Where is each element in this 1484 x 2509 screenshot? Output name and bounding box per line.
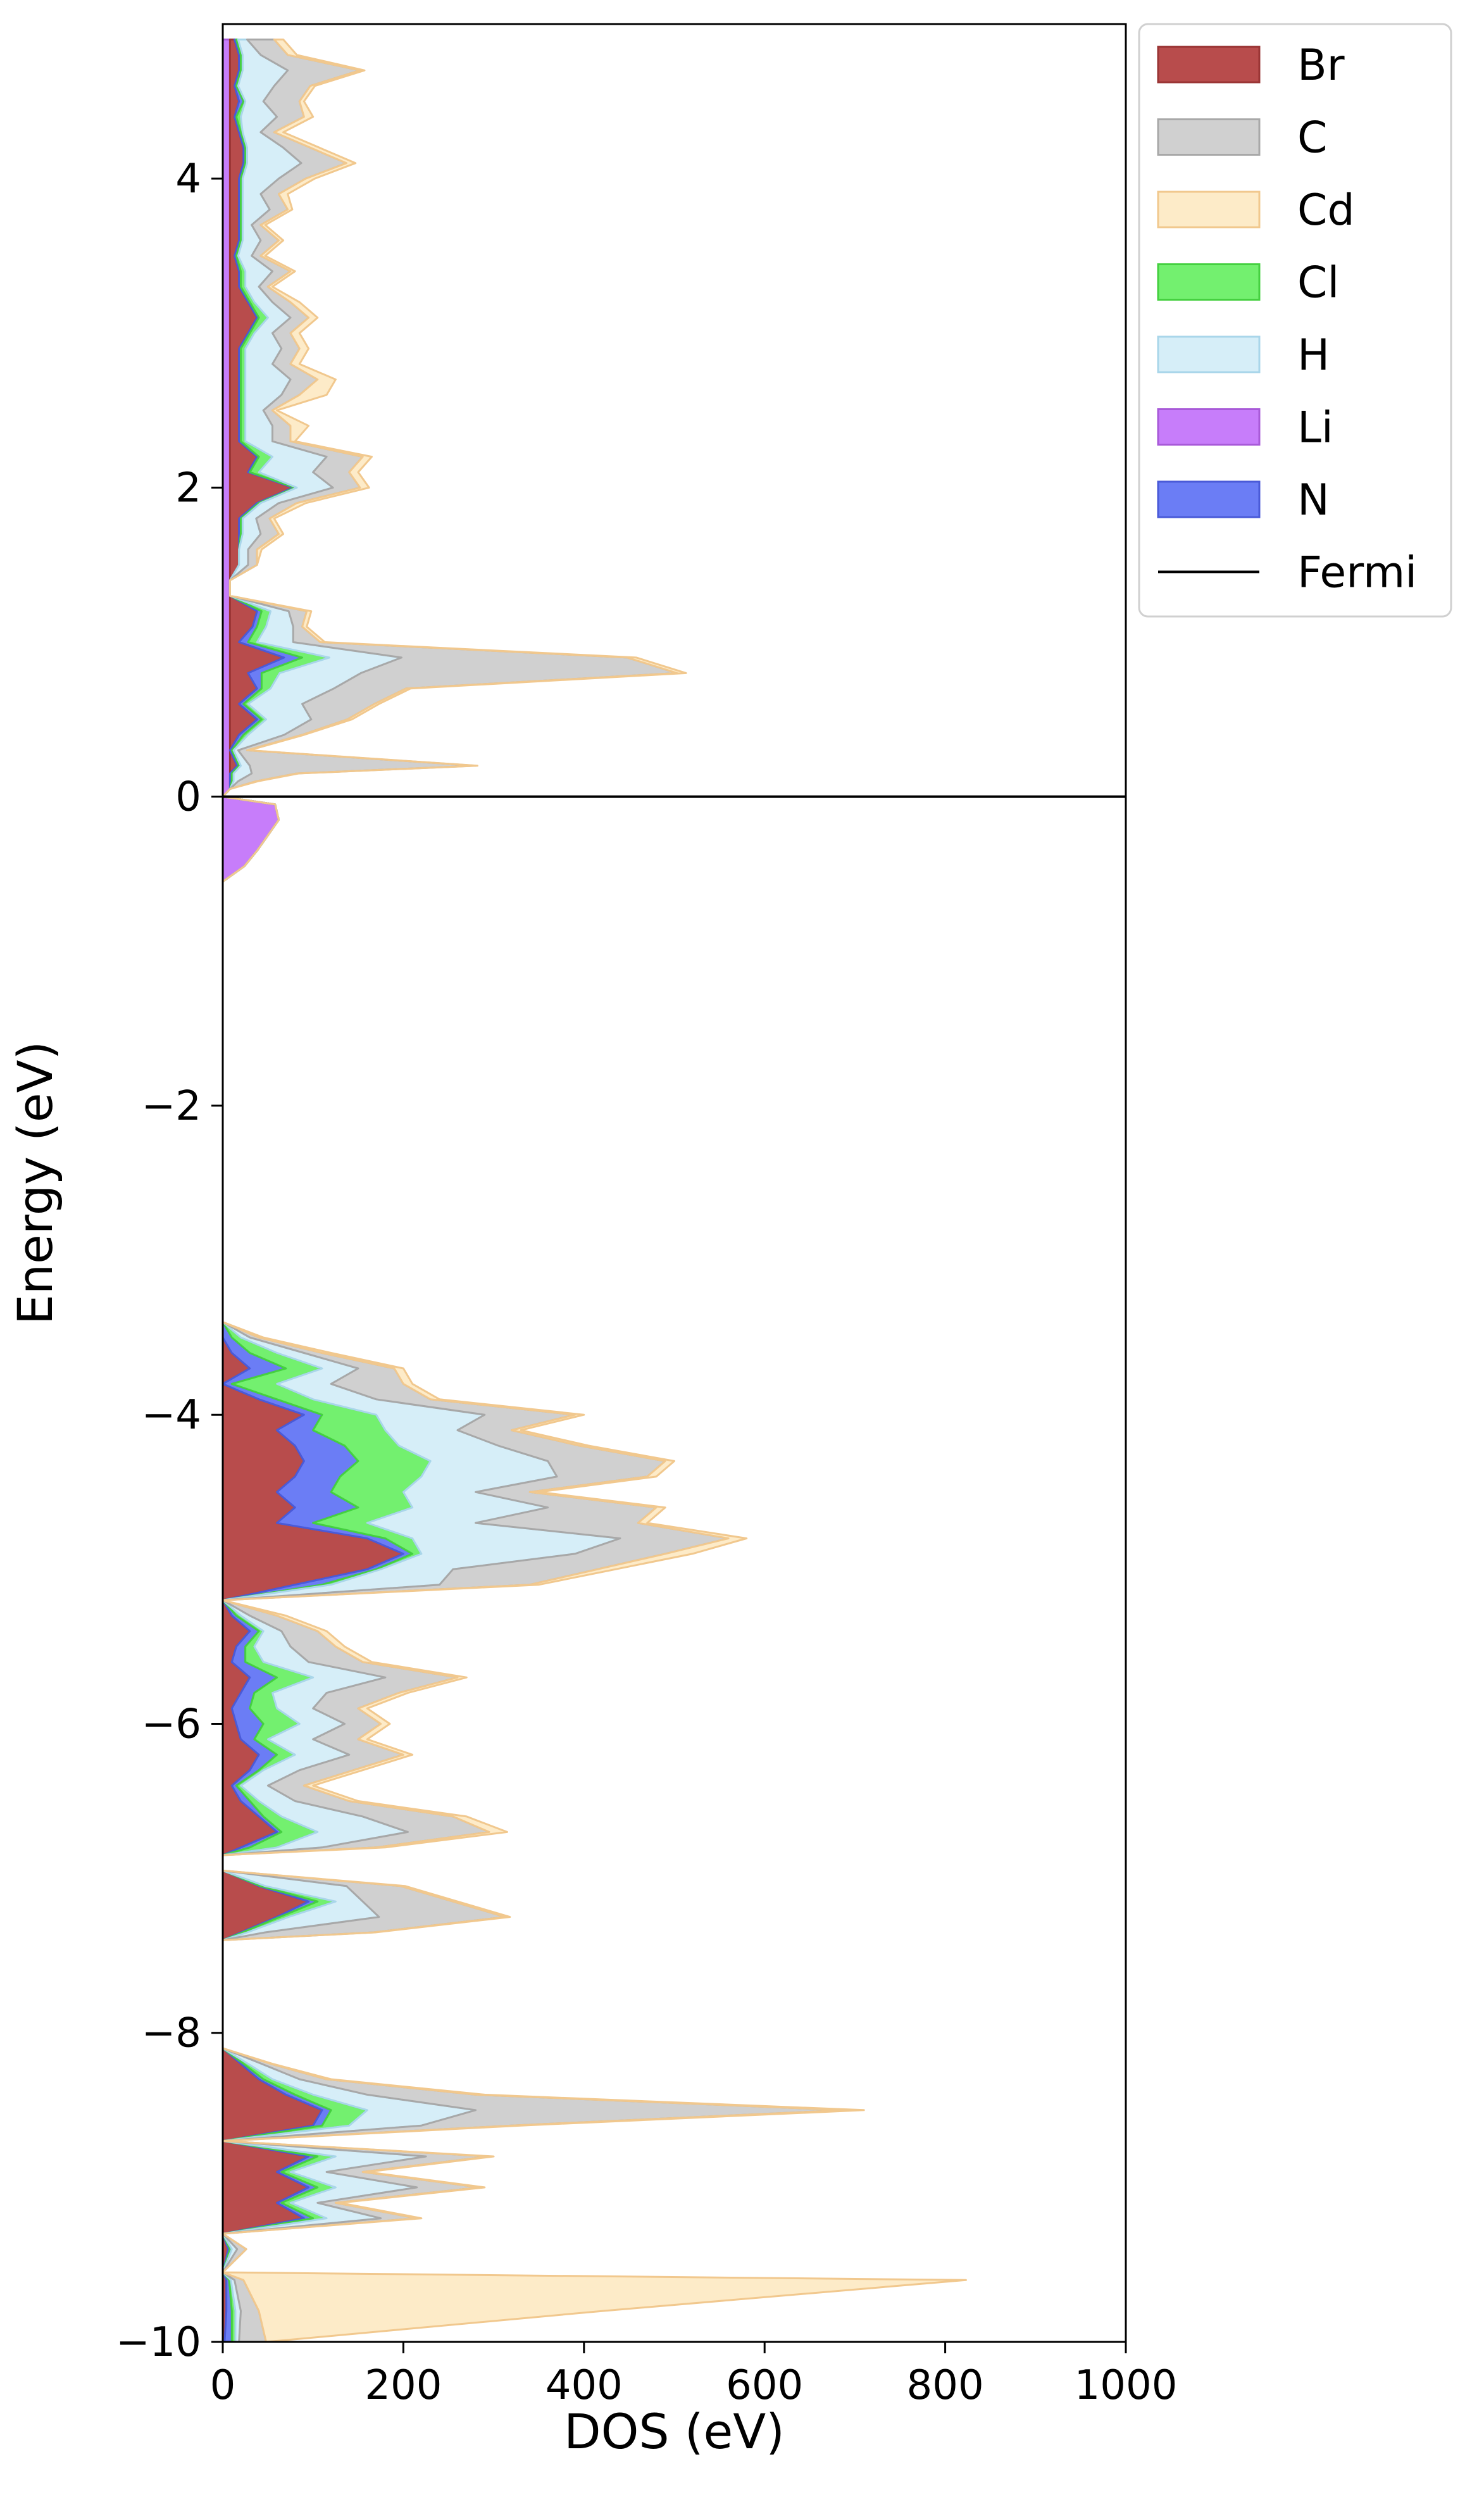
x-tick-label: 600 bbox=[726, 2362, 803, 2409]
plot-frame bbox=[221, 23, 1127, 2343]
legend-label-n: N bbox=[1297, 475, 1330, 525]
legend-label-fermi: Fermi bbox=[1297, 548, 1417, 598]
legend-box bbox=[1138, 23, 1452, 618]
legend-label-c: C bbox=[1297, 113, 1327, 163]
x-axis-ticks: 0 200 400 600 800 1000 bbox=[210, 2342, 1178, 2409]
legend-swatch-cl bbox=[1157, 263, 1261, 301]
legend-label-li: Li bbox=[1297, 403, 1333, 453]
x-tick-label: 400 bbox=[546, 2362, 623, 2409]
x-tick-label: 1000 bbox=[1075, 2362, 1178, 2409]
legend-swatch-br bbox=[1157, 46, 1261, 84]
y-tick-label: 4 bbox=[175, 156, 201, 203]
x-tick-label: 200 bbox=[365, 2362, 442, 2409]
y-tick-label: −2 bbox=[142, 1083, 201, 1130]
y-tick-label: −10 bbox=[116, 2319, 201, 2366]
legend: Br C Cd Cl H Li N Fermi bbox=[1138, 23, 1452, 618]
legend-label-h: H bbox=[1297, 330, 1330, 380]
x-tick-label: 800 bbox=[907, 2362, 984, 2409]
area-layer bbox=[223, 38, 967, 2342]
y-tick-label: 0 bbox=[175, 774, 201, 821]
y-tick-label: −4 bbox=[142, 1392, 201, 1439]
y-tick-label: −8 bbox=[142, 2010, 201, 2057]
y-axis-title: Energy (eV) bbox=[7, 1041, 63, 1325]
legend-label-br: Br bbox=[1297, 41, 1345, 91]
area-h bbox=[223, 38, 621, 2342]
legend-label-cl: Cl bbox=[1297, 258, 1339, 308]
x-axis-title: DOS (eV) bbox=[564, 2403, 785, 2460]
y-tick-label: −6 bbox=[142, 1701, 201, 1748]
y-tick-label: 2 bbox=[175, 465, 201, 511]
legend-swatch-n bbox=[1157, 480, 1261, 518]
legend-swatch-cd bbox=[1157, 191, 1261, 228]
legend-swatch-li bbox=[1157, 408, 1261, 446]
y-axis-ticks: −10 −8 −6 −4 −2 0 2 4 bbox=[116, 156, 223, 2366]
x-tick-label: 0 bbox=[210, 2362, 236, 2409]
area-cd bbox=[223, 38, 967, 2342]
legend-label-cd: Cd bbox=[1297, 185, 1355, 235]
area-li bbox=[223, 38, 280, 2342]
legend-swatch-c bbox=[1157, 118, 1261, 156]
legend-swatch-h bbox=[1157, 335, 1261, 373]
